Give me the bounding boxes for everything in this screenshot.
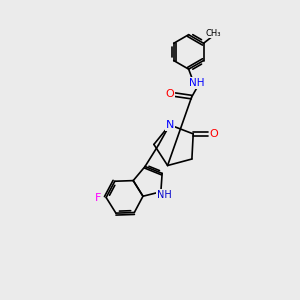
- Text: O: O: [165, 89, 174, 99]
- Text: NH: NH: [157, 190, 172, 200]
- Text: N: N: [166, 120, 174, 130]
- Text: O: O: [210, 129, 218, 139]
- Text: CH₃: CH₃: [206, 29, 221, 38]
- Text: NH: NH: [189, 78, 204, 88]
- Text: O: O: [165, 89, 174, 99]
- Text: N: N: [166, 120, 174, 130]
- Text: F: F: [94, 193, 101, 203]
- Text: NH: NH: [189, 78, 204, 88]
- Text: O: O: [210, 129, 218, 139]
